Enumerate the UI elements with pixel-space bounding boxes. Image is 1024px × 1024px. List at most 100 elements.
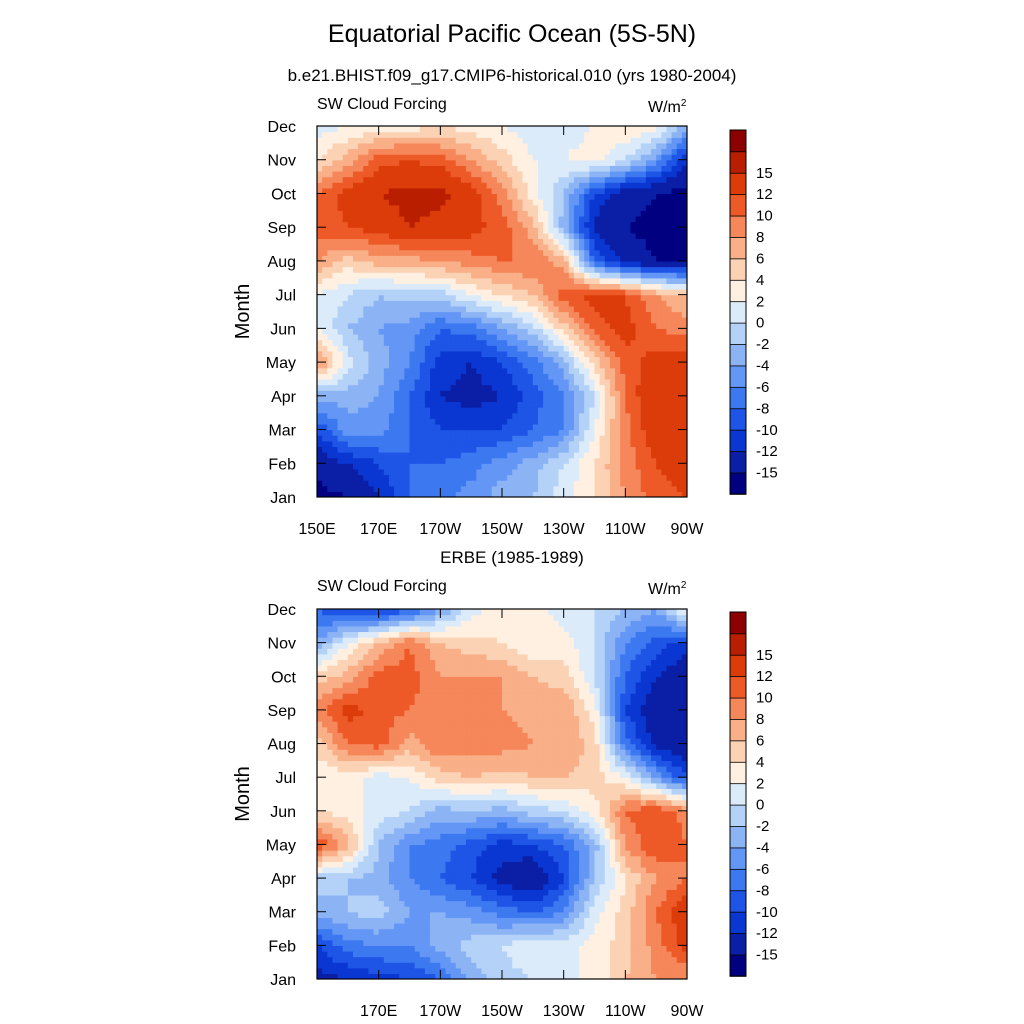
contour-cell xyxy=(568,317,575,324)
contour-cell xyxy=(635,457,642,464)
contour-cell xyxy=(352,390,359,397)
contour-cell xyxy=(435,423,441,431)
contour-cell xyxy=(599,973,606,979)
contour-cell xyxy=(327,266,334,273)
contour-cell xyxy=(671,227,678,234)
contour-cell xyxy=(630,356,637,363)
contour-cell xyxy=(383,137,390,144)
contour-cell xyxy=(363,204,369,211)
contour-cell xyxy=(486,249,493,256)
contour-cell xyxy=(676,283,683,290)
contour-cell xyxy=(347,311,354,318)
contour-cell xyxy=(579,182,585,189)
contour-cell xyxy=(527,255,534,262)
contour-cell xyxy=(368,176,375,183)
contour-cell xyxy=(666,204,673,211)
contour-cell xyxy=(681,322,687,329)
contour-cell xyxy=(656,339,662,346)
contour-cell xyxy=(548,204,554,211)
contour-cell xyxy=(414,249,421,256)
contour-cell xyxy=(640,154,647,161)
contour-cell xyxy=(640,204,647,211)
contour-cell xyxy=(676,418,683,425)
contour-field xyxy=(317,126,687,497)
contour-cell xyxy=(460,378,467,386)
contour-cell xyxy=(471,131,477,138)
contour-cell xyxy=(383,311,390,318)
contour-cell xyxy=(507,154,513,161)
contour-cell xyxy=(332,170,339,178)
contour-cell xyxy=(450,440,457,448)
contour-cell xyxy=(635,967,642,974)
contour-cell xyxy=(419,249,426,256)
contour-cell xyxy=(481,199,488,206)
contour-cell xyxy=(388,350,395,358)
contour-cell xyxy=(486,300,493,307)
contour-cell xyxy=(460,328,467,335)
contour-cell xyxy=(455,474,462,481)
contour-cell xyxy=(563,463,570,470)
contour-cell xyxy=(466,384,472,391)
contour-cell xyxy=(532,407,539,414)
contour-cell xyxy=(368,255,375,262)
contour-cell xyxy=(373,373,380,380)
contour-cell xyxy=(502,215,508,223)
contour-cell xyxy=(594,170,601,178)
contour-cell xyxy=(337,283,344,290)
contour-cell xyxy=(332,266,339,273)
contour-cell xyxy=(666,468,673,476)
contour-cell xyxy=(594,232,601,240)
contour-cell xyxy=(604,412,611,419)
contour-cell xyxy=(368,457,375,464)
contour-cell xyxy=(445,176,452,183)
contour-cell xyxy=(651,238,657,245)
contour-cell xyxy=(445,973,452,979)
contour-cell xyxy=(558,407,565,414)
contour-cell xyxy=(450,967,457,974)
contour-cell xyxy=(630,294,637,301)
contour-cell xyxy=(676,238,683,245)
contour-cell xyxy=(342,126,349,133)
contour-cell xyxy=(399,176,405,183)
contour-cell xyxy=(604,300,611,307)
contour-cell xyxy=(517,345,524,352)
contour-cell xyxy=(404,210,411,217)
contour-cell xyxy=(512,401,519,408)
contour-cell xyxy=(625,452,632,459)
contour-cell xyxy=(327,435,334,442)
contour-cell xyxy=(476,170,483,178)
contour-cell xyxy=(537,378,544,386)
contour-cell xyxy=(409,328,416,335)
contour-cell xyxy=(553,311,560,318)
contour-cell xyxy=(409,378,416,386)
contour-cell xyxy=(409,373,416,380)
contour-cell xyxy=(671,395,678,403)
contour-cell xyxy=(589,373,596,380)
contour-cell xyxy=(625,333,632,341)
contour-cell xyxy=(424,154,431,161)
contour-cell xyxy=(419,485,426,492)
contour-cell xyxy=(409,491,416,497)
contour-cell xyxy=(414,154,421,161)
contour-cell xyxy=(342,232,349,240)
contour-cell xyxy=(399,126,405,133)
contour-cell xyxy=(661,339,668,346)
contour-cell xyxy=(466,435,472,442)
contour-cell xyxy=(496,373,503,380)
contour-cell xyxy=(568,350,575,358)
contour-cell xyxy=(486,350,493,358)
contour-cell xyxy=(625,423,632,431)
contour-cell xyxy=(450,277,457,284)
contour-cell xyxy=(661,193,668,200)
contour-cell xyxy=(553,227,560,234)
contour-cell xyxy=(486,154,493,161)
contour-cell xyxy=(573,260,580,268)
contour-cell xyxy=(358,378,364,386)
contour-cell xyxy=(507,294,513,301)
contour-cell xyxy=(394,322,400,329)
contour-cell xyxy=(332,232,339,240)
contour-cell xyxy=(573,973,580,979)
contour-cell xyxy=(342,266,349,273)
contour-cell xyxy=(563,395,570,403)
contour-cell xyxy=(358,345,364,352)
